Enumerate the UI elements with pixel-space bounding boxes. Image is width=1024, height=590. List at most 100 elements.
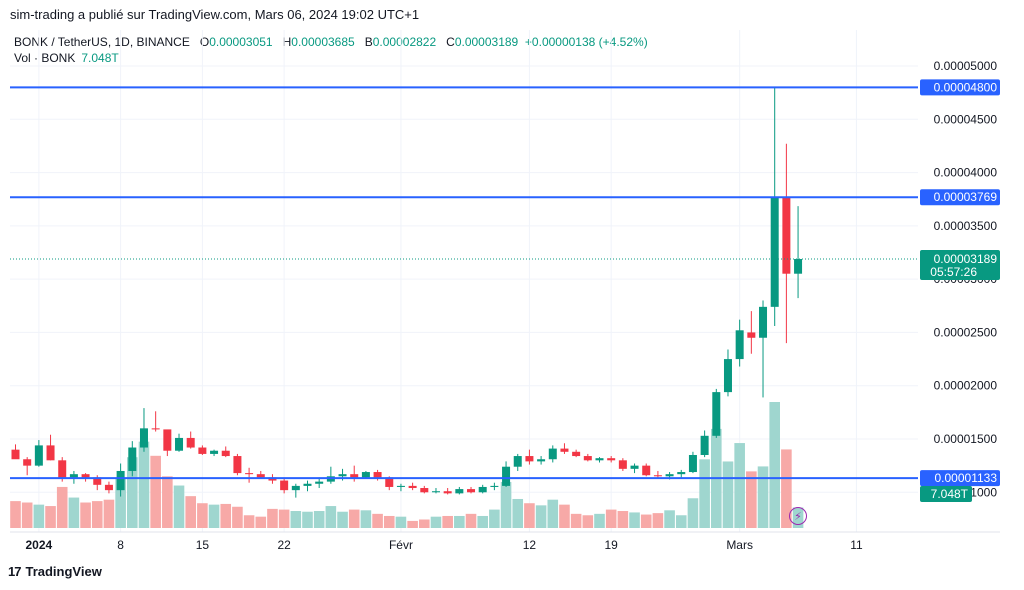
candle — [642, 463, 651, 477]
candle-body — [665, 474, 674, 477]
candle-body — [431, 491, 440, 493]
candle-body — [280, 480, 289, 491]
candle — [291, 483, 300, 498]
tradingview-logo: 17 TradingView — [8, 564, 102, 579]
candle — [46, 434, 55, 461]
candle — [116, 463, 125, 497]
candle — [221, 446, 230, 458]
last-price-badge — [920, 250, 1000, 281]
candle-body — [350, 474, 359, 478]
candle-body — [221, 450, 230, 457]
candle-body — [560, 448, 569, 452]
volume-bar — [757, 466, 769, 528]
volume-bar — [267, 508, 278, 528]
candle — [431, 488, 440, 494]
volume-bar — [80, 502, 91, 528]
candle-body — [630, 465, 639, 469]
candle — [128, 441, 137, 477]
y-tick-label: 0.00002000 — [934, 379, 998, 393]
candle — [794, 206, 803, 299]
open-label: O — [199, 35, 210, 49]
candle — [712, 388, 721, 438]
candles — [11, 87, 803, 498]
chart-grid — [10, 30, 1000, 533]
countdown-label: 05:57:26 — [930, 265, 977, 279]
last-price-label: 0.00003189 — [934, 252, 998, 266]
candle-body — [502, 466, 511, 486]
volume-bar — [91, 501, 103, 528]
candle-body — [735, 330, 744, 360]
high-value: 0.00003685 — [291, 35, 355, 49]
candle-body — [233, 456, 242, 474]
symbol-name[interactable]: BONK / TetherUS, 1D, BINANCE — [14, 35, 190, 49]
x-tick-label: Mars — [726, 538, 753, 552]
candle-body — [245, 473, 254, 475]
volume-bar — [675, 515, 687, 528]
volume-bar — [570, 513, 582, 528]
candle — [11, 444, 20, 460]
candle-body — [373, 472, 382, 478]
volume-bar — [10, 501, 21, 528]
volume-bar — [407, 520, 418, 528]
candle — [443, 488, 452, 495]
volume-bar — [243, 515, 255, 528]
candle — [618, 458, 627, 471]
price-line-badge-label: 0.00003769 — [934, 190, 998, 204]
candle-body — [175, 437, 184, 451]
candle — [139, 408, 148, 452]
price-axis[interactable]: 0.00005000 0.00004500 0.00004000 0.00003500… — [920, 59, 1000, 502]
candle-body — [618, 460, 627, 469]
volume-bar — [162, 476, 173, 528]
high-label: H — [282, 35, 292, 49]
candle — [151, 411, 160, 432]
candle-body — [46, 445, 55, 461]
candle — [537, 456, 546, 465]
volume-badge — [920, 486, 972, 502]
candle — [350, 465, 359, 482]
volume-bar — [302, 511, 313, 528]
volume-bar — [594, 513, 605, 528]
volume-bar — [255, 516, 267, 528]
price-line-badge-label: 0.00004800 — [934, 80, 998, 94]
candle-body — [93, 477, 102, 485]
volume-bar — [687, 498, 699, 528]
candle-body — [595, 458, 604, 461]
price-line-badge — [920, 79, 1000, 96]
candle-body — [443, 491, 452, 494]
time-axis[interactable]: 2024 8 15 22 Févr 12 19 Mars 11 — [26, 538, 864, 552]
candle-body — [128, 447, 137, 471]
candle — [245, 467, 254, 483]
volume-bar — [489, 509, 500, 528]
low-value: 0.00002822 — [372, 35, 437, 49]
close-value: 0.00003189 — [454, 35, 519, 49]
candle-body — [688, 454, 697, 473]
volume-label[interactable]: Vol · BONK — [14, 51, 76, 65]
candle — [607, 456, 616, 463]
candle-body — [151, 428, 160, 430]
candle-body — [747, 332, 756, 338]
volume-bar — [640, 514, 652, 528]
horizontal-lines[interactable] — [10, 86, 918, 480]
volume-value: 7.048T — [81, 51, 119, 65]
candle-body — [548, 448, 557, 460]
volume-bar — [442, 515, 453, 528]
volume-bar — [652, 513, 664, 528]
candle — [560, 443, 569, 454]
volume-bar — [325, 506, 337, 528]
candle-body — [34, 445, 43, 466]
tradingview-logo-icon: 17 — [8, 564, 22, 579]
candle-body — [408, 485, 417, 489]
candle — [490, 482, 499, 491]
volume-bar — [103, 499, 115, 528]
candle — [23, 457, 32, 476]
candle-body — [116, 470, 125, 491]
volume-bar — [138, 441, 150, 528]
volume-bar — [454, 515, 465, 528]
volume-bar — [185, 496, 196, 528]
lightning-icon[interactable]: ⚡ — [789, 507, 807, 525]
candle — [513, 453, 522, 471]
candle — [548, 445, 557, 463]
candle-body — [186, 437, 195, 448]
candle — [583, 453, 592, 462]
